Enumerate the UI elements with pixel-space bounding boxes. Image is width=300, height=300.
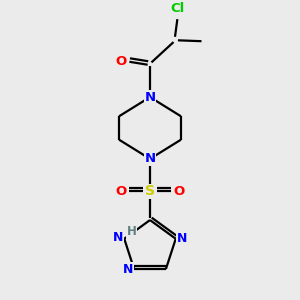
Text: N: N bbox=[176, 232, 187, 245]
Text: N: N bbox=[144, 91, 156, 103]
Text: N: N bbox=[144, 152, 156, 165]
Text: N: N bbox=[112, 231, 123, 244]
Text: O: O bbox=[173, 185, 184, 198]
Text: S: S bbox=[145, 184, 155, 198]
Text: O: O bbox=[116, 55, 127, 68]
Text: O: O bbox=[116, 185, 127, 198]
Text: H: H bbox=[127, 225, 136, 238]
Text: Cl: Cl bbox=[170, 2, 184, 15]
Text: N: N bbox=[123, 262, 134, 275]
